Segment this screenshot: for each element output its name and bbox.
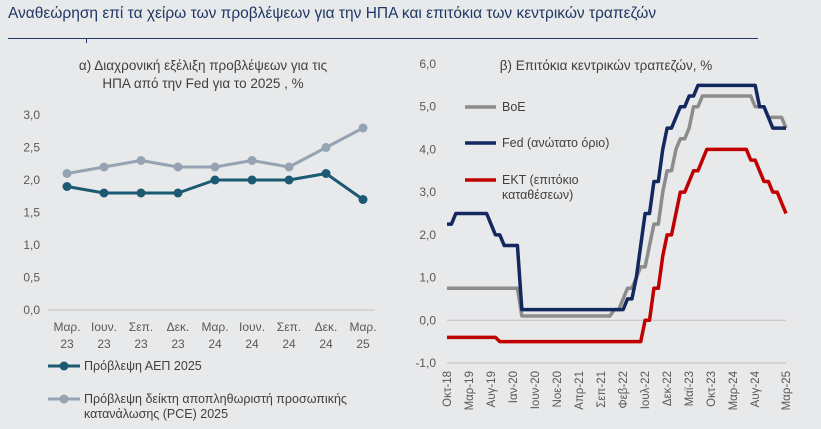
chart-a-x-tick-label: 24 (319, 337, 333, 351)
chart-a-legend-marker (59, 361, 69, 371)
chart-a-x-tick-label: 25 (356, 337, 370, 351)
chart-b-y-tick-label: -1,0 (415, 356, 436, 370)
chart-b-x-tick-label: Αυγ-19 (486, 371, 498, 407)
chart-b-legend-label: ΕΚΤ (επιτόκιο (502, 173, 579, 187)
chart-b-x-tick-label: Οκτ-18 (442, 371, 454, 407)
chart-a-data-point (321, 143, 331, 152)
title-underline-tick (86, 38, 87, 43)
chart-a-y-tick-label: 0,5 (23, 271, 40, 285)
chart-a-x-tick-label: Σεπ. (129, 320, 153, 334)
chart-b-x-tick-label: Σεπ-21 (596, 371, 608, 408)
chart-b-x-tick-label: Μαρ-25 (781, 371, 793, 410)
chart-a-data-point (210, 162, 220, 172)
chart-a-legend-label: Πρόβλεψη ΑΕΠ 2025 (84, 359, 202, 373)
chart-a-y-tick-label: 1,0 (23, 238, 40, 252)
chart-b-x-tick-label: Νοε-20 (552, 371, 564, 407)
chart-a-legend-marker (59, 394, 69, 404)
chart-a-x-tick-label: 24 (245, 337, 259, 351)
chart-a-data-point (99, 188, 109, 198)
chart-b-series-line (447, 83, 786, 312)
chart-b-y-tick-label: 6,0 (419, 57, 436, 71)
chart-a-x-tick-label: 23 (171, 337, 185, 351)
chart-b-series-line (447, 147, 788, 344)
chart-a-x-tick-label: Μαρ. (349, 320, 376, 334)
chart-b-x-tick-label: Φεβ-22 (618, 371, 630, 409)
chart-a-x-tick-label: Μαρ. (201, 320, 228, 334)
chart-a-x-tick-label: 23 (60, 337, 74, 351)
chart-b-x-tick-label: Δεκ-22 (662, 371, 674, 406)
chart-a-data-point (358, 195, 368, 204)
chart-b-x-tick-label: Ιαν-20 (508, 371, 520, 403)
chart-a-data-point (284, 162, 294, 172)
chart-b-legend-label: BoE (502, 100, 526, 114)
chart-a-x-tick-label: Ιουν. (91, 320, 117, 334)
chart-a-data-point (136, 156, 146, 165)
chart-a-data-point (358, 123, 368, 133)
chart-b-series-line (447, 94, 788, 318)
chart-b-x-tick-label: Μαρ-24 (728, 370, 740, 410)
chart-a-x-tick-label: 24 (282, 337, 296, 351)
chart-b-y-tick-label: 5,0 (419, 100, 436, 114)
chart-a-x-tick-label: Δεκ. (315, 320, 338, 334)
chart-a-data-point (321, 169, 331, 178)
chart-b-x-tick-label: Απρ-21 (574, 371, 586, 410)
chart-a-data-point (247, 175, 257, 185)
chart-a-title-line: ΗΠΑ από την Fed για το 2025 , % (102, 76, 303, 91)
chart-b-x-tick-label: Ιουλ-22 (640, 371, 652, 409)
chart-a-data-point (173, 188, 183, 198)
chart-b-x-tick-label: Μαϊ-23 (684, 371, 696, 406)
chart-a-data-point (210, 175, 220, 185)
chart-a-legend-label: κατανάλωσης (PCE) 2025 (84, 407, 228, 421)
chart-b-legend-label: Fed (ανώτατο όριο) (502, 136, 609, 150)
chart-a-x-tick-label: Δεκ. (167, 320, 190, 334)
chart-a-data-point (136, 188, 146, 198)
chart-b-x-tick-label: Ιουν-20 (530, 371, 542, 409)
chart-a-y-tick-label: 0,0 (23, 303, 40, 317)
title-underline (8, 38, 758, 39)
chart-a-data-point (62, 169, 72, 178)
chart-b-title: β) Επιτόκια κεντρικών τραπεζών, % (500, 58, 713, 73)
chart-b-y-tick-label: 1,0 (419, 271, 436, 285)
chart-a-x-tick-label: 23 (134, 337, 148, 351)
chart-a-x-tick-label: Ιουν. (239, 320, 265, 334)
chart-a-data-point (62, 182, 72, 191)
chart-a-data-point (247, 156, 257, 165)
chart-a-x-tick-label: 23 (97, 337, 111, 351)
chart-a-y-tick-label: 2,5 (23, 141, 40, 155)
chart-a-x-tick-label: 24 (208, 337, 222, 351)
chart-a-x-tick-label: Μαρ. (53, 320, 80, 334)
chart-b-y-tick-label: 3,0 (419, 185, 436, 199)
chart-a-title-line: α) Διαχρονική εξέλιξη προβλέψεων για τις (79, 58, 328, 73)
chart-a-data-point (99, 162, 109, 172)
chart-b-y-tick-label: 2,0 (419, 228, 436, 242)
chart-a-y-tick-label: 3,0 (23, 108, 40, 122)
chart-b-x-tick-label: Αυγ-24 (750, 370, 762, 407)
chart-a-y-tick-label: 1,5 (23, 206, 40, 220)
chart-b-y-tick-label: 4,0 (419, 142, 436, 156)
chart-a-data-point (284, 175, 294, 185)
chart-b-y-tick-label: 0,0 (419, 313, 436, 327)
chart-a-legend-label: Πρόβλεψη δείκτη αποπληθωριστή προσωπικής (84, 392, 347, 406)
chart-a-data-point (173, 162, 183, 172)
chart-b-x-tick-label: Μαρ-19 (464, 371, 476, 410)
page-title: Αναθεώρηση επί τα χείρω των προβλέψεων γ… (8, 5, 657, 22)
chart-b-x-tick-label: Οκτ-23 (706, 371, 718, 407)
chart-a-y-tick-label: 2,0 (23, 173, 40, 187)
chart-b-legend-label: καταθέσεων) (502, 188, 573, 202)
chart-a-x-tick-label: Σεπ. (277, 320, 301, 334)
